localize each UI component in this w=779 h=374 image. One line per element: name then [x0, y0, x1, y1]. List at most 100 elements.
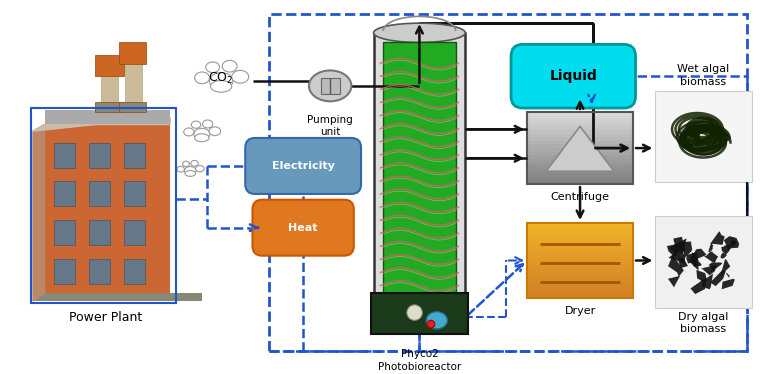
Bar	[527, 253, 633, 257]
Bar	[124, 258, 145, 283]
Polygon shape	[690, 278, 707, 294]
Bar	[527, 264, 633, 268]
FancyBboxPatch shape	[511, 45, 636, 108]
Ellipse shape	[192, 121, 201, 128]
Ellipse shape	[184, 128, 194, 136]
Bar	[125, 47, 142, 110]
Text: Phyco2
Photobioreactor: Phyco2 Photobioreactor	[378, 349, 461, 372]
Bar	[527, 155, 633, 159]
Ellipse shape	[426, 312, 447, 329]
Bar	[89, 220, 110, 245]
Bar	[527, 223, 633, 298]
Ellipse shape	[374, 23, 465, 43]
Bar	[31, 108, 176, 303]
Text: Heat: Heat	[288, 223, 318, 233]
Bar	[527, 272, 633, 276]
Bar	[119, 102, 146, 112]
Ellipse shape	[185, 171, 196, 177]
Ellipse shape	[195, 72, 210, 84]
Ellipse shape	[185, 166, 196, 175]
Bar	[527, 170, 633, 174]
Bar	[55, 220, 76, 245]
Bar	[527, 242, 633, 245]
Bar	[527, 152, 633, 155]
Bar	[527, 112, 633, 184]
Ellipse shape	[194, 128, 210, 140]
Polygon shape	[158, 111, 170, 125]
Polygon shape	[686, 252, 698, 264]
Polygon shape	[33, 118, 170, 131]
Polygon shape	[721, 279, 735, 289]
Polygon shape	[710, 232, 724, 245]
Polygon shape	[702, 273, 713, 289]
Bar	[655, 91, 752, 183]
Bar	[527, 234, 633, 238]
Ellipse shape	[309, 70, 351, 101]
Polygon shape	[668, 276, 680, 287]
Polygon shape	[668, 255, 687, 277]
Polygon shape	[678, 255, 681, 259]
Polygon shape	[709, 263, 722, 273]
Bar	[374, 33, 465, 332]
Bar	[44, 125, 170, 293]
Polygon shape	[721, 259, 730, 276]
Ellipse shape	[177, 166, 185, 172]
Polygon shape	[668, 251, 686, 264]
Bar	[124, 143, 145, 168]
Polygon shape	[546, 126, 614, 171]
Polygon shape	[726, 273, 729, 278]
Bar	[527, 144, 633, 148]
Ellipse shape	[210, 73, 233, 89]
Bar	[95, 55, 124, 76]
Bar	[527, 279, 633, 283]
Polygon shape	[729, 238, 737, 248]
Bar	[527, 166, 633, 170]
FancyBboxPatch shape	[252, 200, 354, 256]
Bar	[55, 143, 76, 168]
Bar	[89, 143, 110, 168]
Bar	[527, 283, 633, 287]
Text: Dry algal
biomass: Dry algal biomass	[679, 312, 728, 334]
Text: CO$_2$: CO$_2$	[209, 71, 234, 86]
Bar	[89, 181, 110, 206]
Text: Electricity: Electricity	[272, 161, 335, 171]
Polygon shape	[696, 270, 707, 282]
Ellipse shape	[191, 160, 198, 166]
Bar	[89, 258, 110, 283]
Bar	[527, 294, 633, 298]
Polygon shape	[710, 269, 726, 286]
Bar	[527, 261, 633, 264]
Polygon shape	[721, 252, 727, 259]
Bar	[527, 268, 633, 272]
Bar	[527, 130, 633, 134]
Bar	[95, 102, 124, 112]
Circle shape	[427, 320, 435, 328]
Bar	[527, 112, 633, 116]
Bar	[527, 227, 633, 230]
Text: Centrifuge: Centrifuge	[551, 192, 609, 202]
Ellipse shape	[209, 127, 220, 135]
Bar	[527, 291, 633, 294]
Bar	[124, 220, 145, 245]
Polygon shape	[693, 259, 697, 267]
Text: Liquid: Liquid	[549, 69, 597, 83]
Bar	[270, 13, 747, 351]
Bar	[527, 141, 633, 144]
Bar	[527, 223, 633, 227]
Bar	[55, 258, 76, 283]
Bar	[527, 163, 633, 166]
Bar	[655, 216, 752, 308]
Bar	[527, 126, 633, 130]
Bar	[527, 249, 633, 253]
Bar	[44, 110, 170, 125]
Polygon shape	[667, 244, 679, 257]
Text: Pumping
unit: Pumping unit	[307, 115, 353, 137]
Bar	[527, 159, 633, 163]
Polygon shape	[721, 245, 730, 255]
Bar	[527, 123, 633, 126]
Bar	[383, 43, 456, 293]
Ellipse shape	[210, 80, 232, 92]
Bar	[119, 43, 146, 64]
Polygon shape	[689, 254, 702, 271]
Ellipse shape	[206, 62, 220, 73]
